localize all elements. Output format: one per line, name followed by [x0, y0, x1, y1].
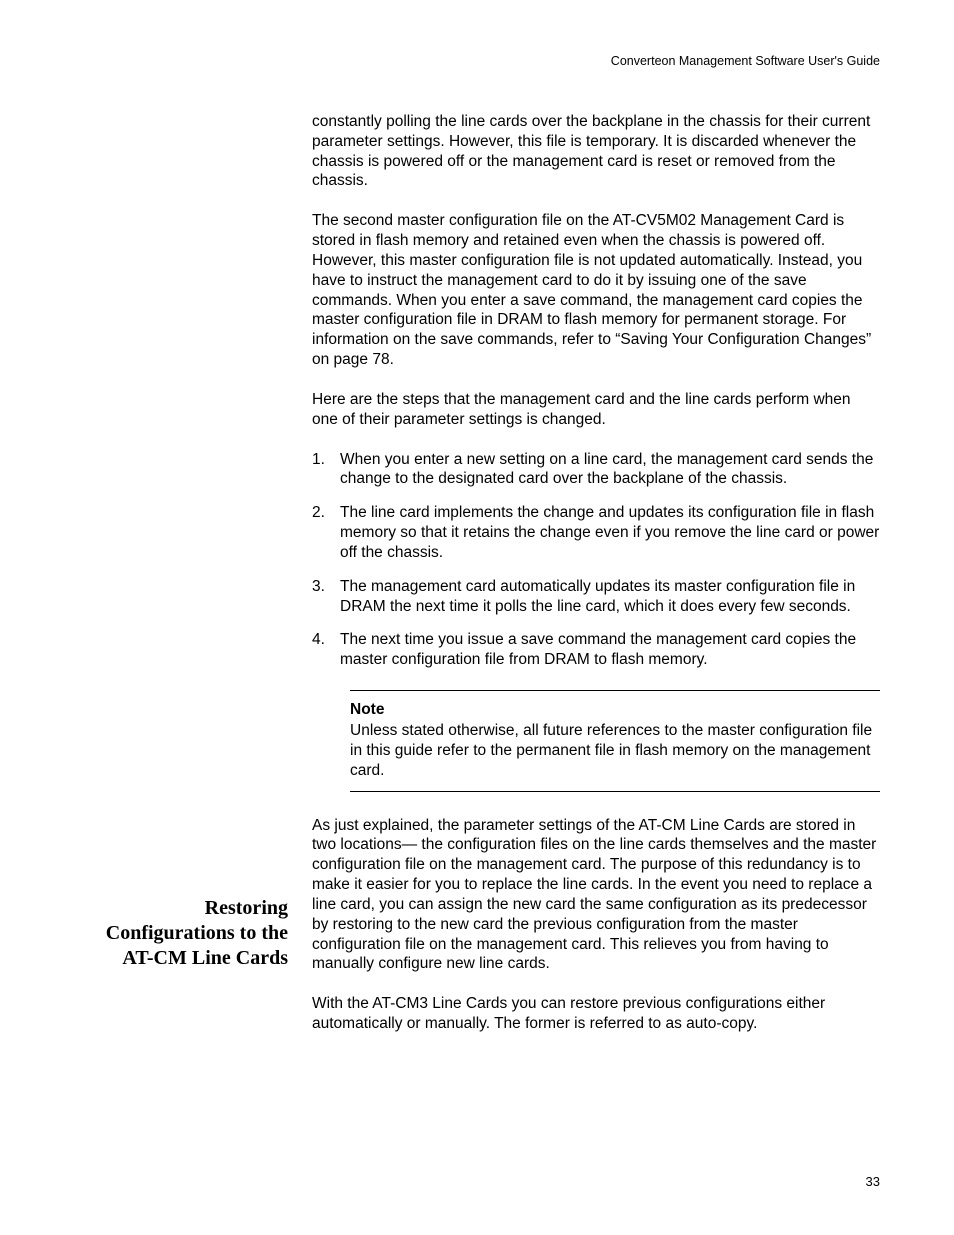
- running-header: Converteon Management Software User's Gu…: [611, 54, 880, 68]
- section-heading-margin: Restoring Configurations to the AT-CM Li…: [88, 896, 288, 971]
- note-callout: Note Unless stated otherwise, all future…: [350, 690, 880, 791]
- ordered-steps-list: 1. When you enter a new setting on a lin…: [312, 450, 880, 670]
- list-item: 4. The next time you issue a save comman…: [312, 630, 880, 670]
- list-item: 3. The management card automatically upd…: [312, 577, 880, 617]
- paragraph: The second master configuration file on …: [312, 211, 880, 370]
- page-number: 33: [866, 1174, 880, 1189]
- paragraph: constantly polling the line cards over t…: [312, 112, 880, 191]
- list-text: When you enter a new setting on a line c…: [340, 450, 880, 490]
- list-number: 2.: [312, 503, 340, 562]
- list-item: 1. When you enter a new setting on a lin…: [312, 450, 880, 490]
- paragraph: Here are the steps that the management c…: [312, 390, 880, 430]
- list-item: 2. The line card implements the change a…: [312, 503, 880, 562]
- list-number: 3.: [312, 577, 340, 617]
- list-text: The next time you issue a save command t…: [340, 630, 880, 670]
- paragraph: As just explained, the parameter setting…: [312, 816, 880, 975]
- list-number: 4.: [312, 630, 340, 670]
- main-content-column: constantly polling the line cards over t…: [312, 112, 880, 1054]
- list-number: 1.: [312, 450, 340, 490]
- list-text: The line card implements the change and …: [340, 503, 880, 562]
- note-title: Note: [350, 701, 880, 719]
- paragraph: With the AT-CM3 Line Cards you can resto…: [312, 994, 880, 1034]
- document-page: Converteon Management Software User's Gu…: [0, 0, 954, 1235]
- list-text: The management card automatically update…: [340, 577, 880, 617]
- note-body: Unless stated otherwise, all future refe…: [350, 721, 880, 780]
